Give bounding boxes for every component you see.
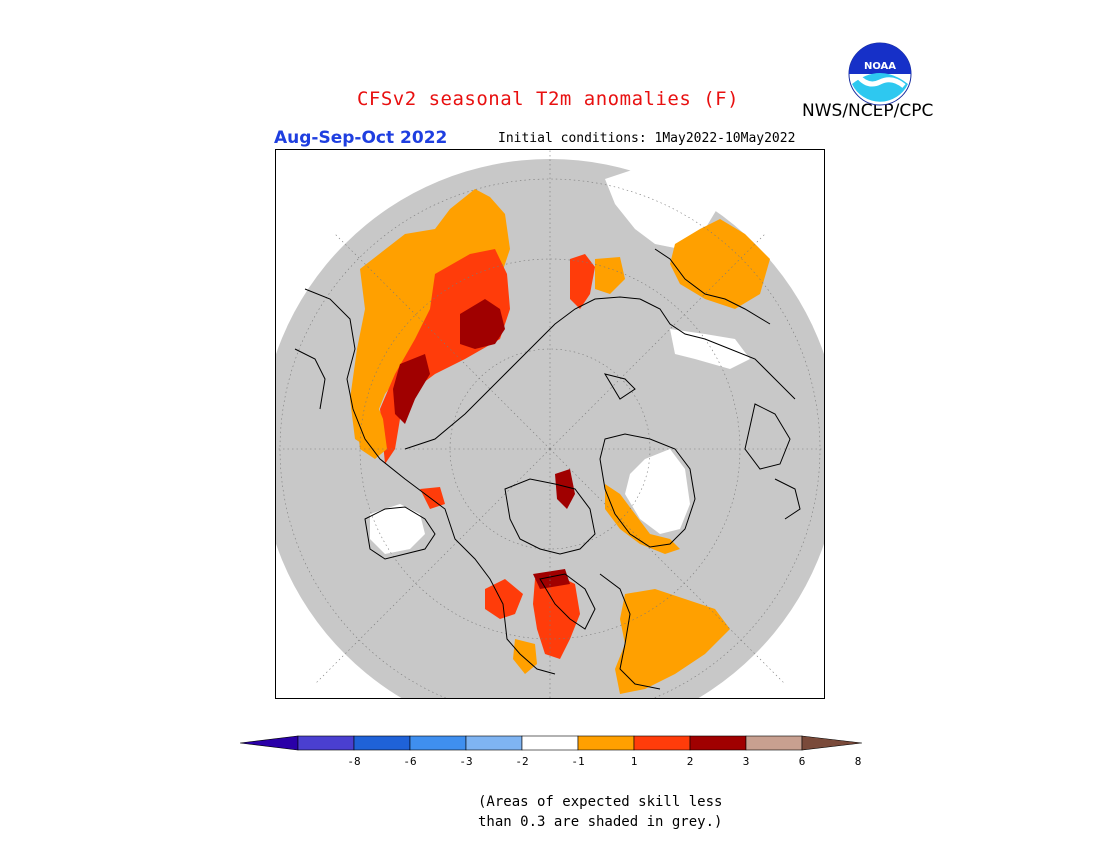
- graticule: [275, 149, 825, 699]
- anomaly-region-east-siberia-red: [380, 249, 510, 464]
- colorbar-tick-label: 3: [743, 755, 750, 768]
- colorbar-swatch: [521, 735, 579, 751]
- anomaly-region-east-canada-orange: [615, 589, 730, 694]
- colorbar-swatch: [297, 735, 355, 751]
- colorbar-swatch: [577, 735, 635, 751]
- colorbar: -8 -6 -3 -2 -1 1 2 3 6 8: [240, 735, 862, 768]
- footnote-line-1: (Areas of expected skill less: [478, 794, 723, 810]
- noaa-logo: NOAA: [848, 42, 912, 106]
- colorbar-swatch: [689, 735, 747, 751]
- anomaly-region-taymyr-red: [570, 254, 595, 309]
- initial-conditions-label: Initial conditions: 1May2022-10May2022: [498, 131, 796, 146]
- colorbar-labels: -8 -6 -3 -2 -1 1 2 3 6 8: [347, 755, 861, 768]
- anomaly-region-hudson-darkred: [533, 569, 570, 589]
- anomaly-region-canada-arctic-darkred: [555, 469, 575, 509]
- anomaly-region-greenland-orange: [605, 484, 680, 554]
- colorbar-swatch: [633, 735, 691, 751]
- coastlines: [294, 248, 801, 690]
- anomaly-region-central-canada-red: [533, 574, 580, 659]
- colorbar-tick-label: -8: [347, 755, 360, 768]
- colorbar-tick-label: 6: [799, 755, 806, 768]
- colorbar-tick-label: 1: [631, 755, 638, 768]
- anomaly-region-us-orange: [513, 639, 537, 674]
- colorbar-arrow-right: [801, 735, 862, 751]
- colorbar-tick-label: -3: [459, 755, 472, 768]
- colorbar-tick-label: -1: [571, 755, 584, 768]
- season-label: Aug-Sep-Oct 2022: [274, 128, 448, 148]
- colorbar-tick-label: -6: [403, 755, 416, 768]
- anomaly-region-yakutia-darkred: [460, 299, 505, 349]
- colorbar-tick-label: 8: [855, 755, 862, 768]
- anomaly-region-alaska-red: [420, 487, 445, 509]
- colorbar-tick-label: -2: [515, 755, 528, 768]
- anomaly-region-europe-white: [605, 159, 720, 249]
- anomaly-region-mediterranean-white: [670, 329, 750, 369]
- colorbar-swatch: [745, 735, 803, 751]
- colorbar-arrow-left: [240, 735, 299, 751]
- footnote-line-2: than 0.3 are shaded in grey.): [478, 814, 723, 830]
- anomaly-region-kamchatka-darkred: [393, 354, 430, 424]
- polar-map: [275, 149, 825, 699]
- colorbar-swatch: [409, 735, 467, 751]
- colorbar-swatch: [465, 735, 523, 751]
- logo-text: NOAA: [864, 61, 896, 72]
- colorbar-swatches: [240, 735, 862, 751]
- anomaly-region-greenland-white: [625, 449, 690, 534]
- colorbar-tick-label: 2: [687, 755, 694, 768]
- anomaly-region-west-canada-red: [485, 579, 523, 619]
- anomaly-region-yamal-orange: [595, 257, 625, 294]
- skill-footnote: (Areas of expected skill less than 0.3 a…: [478, 792, 722, 832]
- colorbar-swatch: [353, 735, 411, 751]
- map-title: CFSv2 seasonal T2m anomalies (F): [356, 88, 740, 110]
- organization-label: NWS/NCEP/CPC: [802, 101, 934, 121]
- anomaly-region-pacific-orange: [355, 399, 387, 459]
